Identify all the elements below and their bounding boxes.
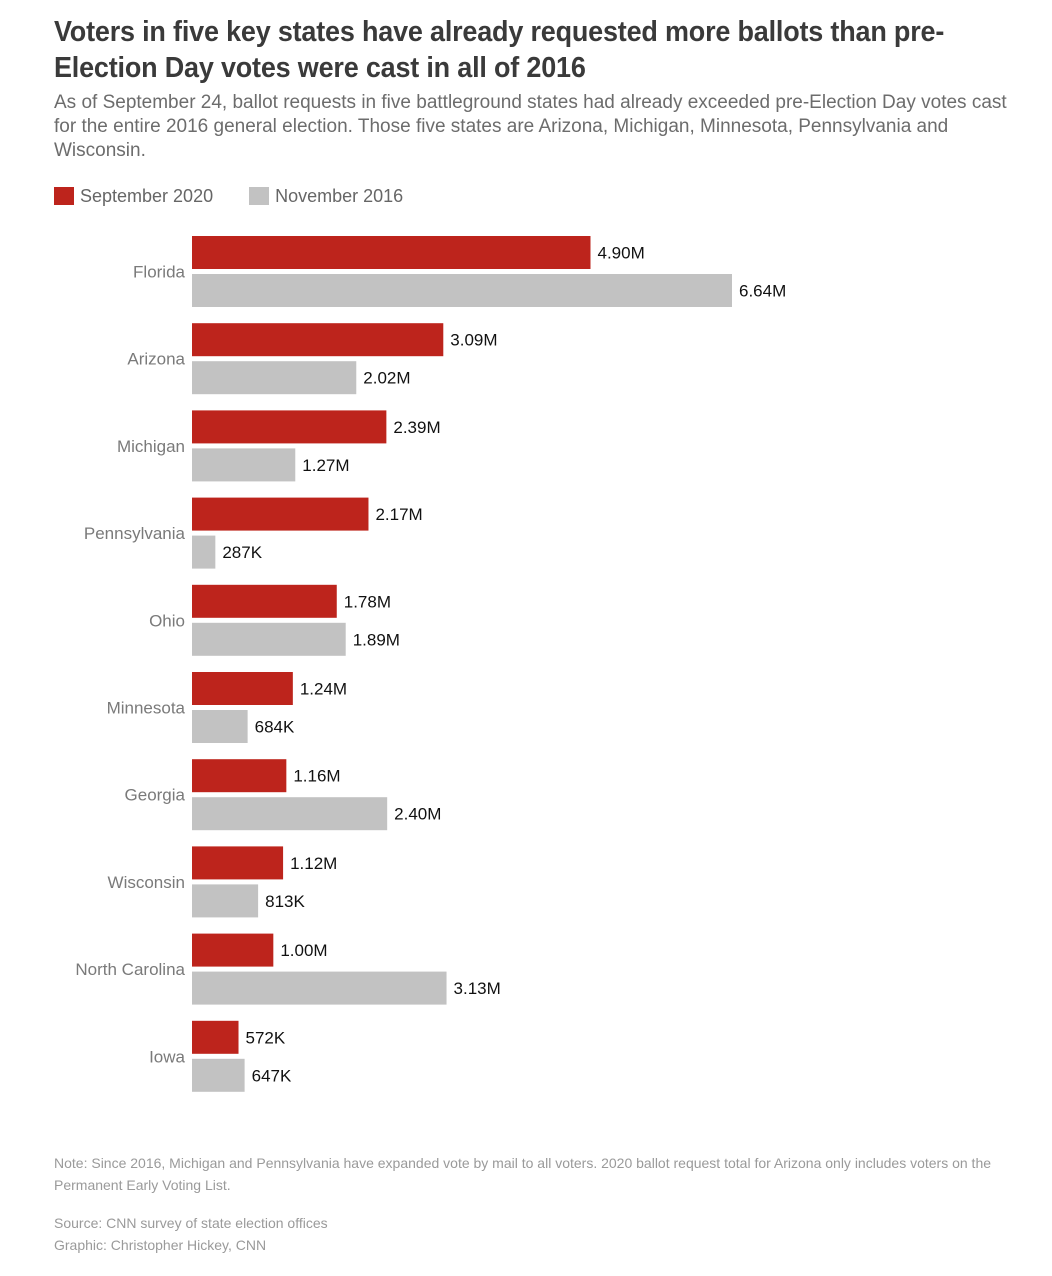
- value-label-michigan-november-2016: 1.27M: [302, 456, 349, 475]
- legend-item-september-2020: September 2020: [54, 186, 213, 207]
- category-label-georgia: Georgia: [125, 786, 186, 805]
- value-label-pennsylvania-september-2020: 2.17M: [375, 505, 422, 524]
- value-label-minnesota-november-2016: 684K: [255, 718, 295, 737]
- value-label-florida-november-2016: 6.64M: [739, 282, 786, 301]
- bar-georgia-september-2020: [192, 759, 287, 793]
- value-label-ohio-september-2020: 1.78M: [344, 592, 391, 611]
- bar-pennsylvania-september-2020: [192, 497, 369, 531]
- chart-subtitle: As of September 24, ballot requests in f…: [54, 92, 1007, 161]
- category-label-michigan: Michigan: [117, 437, 185, 456]
- chart-credit: Graphic: Christopher Hickey, CNN: [54, 1237, 267, 1253]
- category-label-minnesota: Minnesota: [107, 699, 186, 718]
- bar-minnesota-september-2020: [192, 672, 293, 705]
- legend-label-september-2020: September 2020: [80, 185, 214, 206]
- value-label-ohio-november-2016: 1.89M: [353, 630, 400, 649]
- bar-arizona-november-2016: [192, 361, 357, 395]
- bar-michigan-november-2016: [192, 448, 296, 482]
- bar-wisconsin-november-2016: [192, 884, 259, 918]
- category-label-pennsylvania: Pennsylvania: [84, 524, 186, 543]
- bar-michigan-september-2020: [192, 410, 387, 444]
- chart-note: Note: Since 2016, Michigan and Pennsylva…: [54, 1155, 992, 1193]
- value-label-georgia-september-2020: 1.16M: [293, 767, 340, 786]
- bar-florida-november-2016: [192, 274, 732, 307]
- bar-arizona-september-2020: [192, 323, 444, 357]
- legend-swatch-november-2016: [249, 187, 270, 205]
- chart-title: Voters in five key states have already r…: [54, 16, 945, 84]
- bar-ohio-november-2016: [192, 622, 346, 656]
- bar-chart: Florida 4.90M 6.64M Arizona 3.09M 2.02M Michig…: [75, 236, 786, 1092]
- legend-swatch-september-2020: [54, 187, 74, 205]
- bar-north-carolina-november-2016: [192, 971, 447, 1005]
- value-label-georgia-november-2016: 2.40M: [394, 805, 441, 824]
- bar-florida-september-2020: [192, 236, 591, 269]
- category-label-ohio: Ohio: [149, 611, 185, 630]
- value-label-minnesota-september-2020: 1.24M: [300, 680, 347, 699]
- value-label-north-carolina-september-2020: 1.00M: [280, 941, 327, 960]
- bar-wisconsin-september-2020: [192, 846, 284, 880]
- value-label-iowa-november-2016: 647K: [252, 1066, 292, 1085]
- category-label-iowa: Iowa: [149, 1047, 185, 1066]
- value-label-iowa-september-2020: 572K: [246, 1028, 286, 1047]
- category-label-north-carolina: North Carolina: [75, 960, 185, 979]
- value-label-florida-september-2020: 4.90M: [597, 244, 644, 263]
- bar-ohio-september-2020: [192, 584, 337, 618]
- chart-source: Source: CNN survey of state election off…: [54, 1215, 328, 1231]
- value-label-wisconsin-november-2016: 813K: [265, 892, 305, 911]
- value-label-michigan-september-2020: 2.39M: [393, 418, 440, 437]
- value-label-arizona-september-2020: 3.09M: [450, 331, 497, 350]
- category-label-florida: Florida: [133, 263, 186, 282]
- bar-iowa-september-2020: [192, 1020, 239, 1054]
- category-label-arizona: Arizona: [127, 350, 185, 369]
- legend: September 2020 November 2016: [54, 185, 439, 207]
- bar-north-carolina-september-2020: [192, 933, 274, 967]
- value-label-arizona-november-2016: 2.02M: [363, 369, 410, 388]
- legend-label-november-2016: November 2016: [275, 185, 404, 206]
- value-label-north-carolina-november-2016: 3.13M: [454, 979, 501, 998]
- bar-georgia-november-2016: [192, 797, 388, 831]
- value-label-pennsylvania-november-2016: 287K: [222, 543, 262, 562]
- bar-iowa-november-2016: [192, 1058, 245, 1092]
- bar-pennsylvania-november-2016: [192, 535, 216, 569]
- legend-item-november-2016: November 2016: [249, 186, 403, 207]
- bar-minnesota-november-2016: [192, 710, 248, 743]
- category-label-wisconsin: Wisconsin: [108, 873, 185, 892]
- value-label-wisconsin-september-2020: 1.12M: [290, 854, 337, 873]
